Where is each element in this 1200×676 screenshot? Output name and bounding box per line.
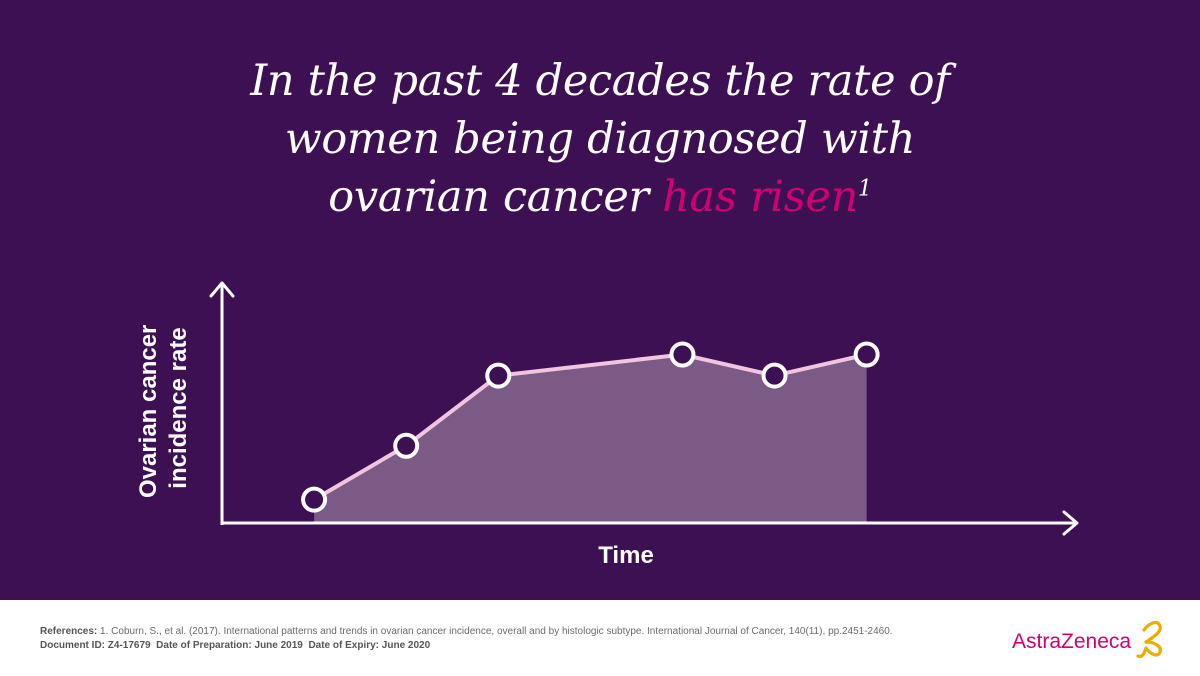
area-fill <box>314 354 867 523</box>
y-axis-arrow <box>209 281 235 298</box>
expiry-date: Date of Expiry: June 2020 <box>308 640 431 651</box>
reference-superscript: 1 <box>857 176 872 202</box>
document-info-line: Document ID: Z4-17679 Date of Preparatio… <box>40 639 893 653</box>
footer: References: 1. Coburn, S., et al. (2017)… <box>0 600 1200 676</box>
data-point-1 <box>301 486 328 513</box>
data-points <box>301 341 880 513</box>
data-point-4 <box>669 341 696 368</box>
headline-highlight: has risen <box>662 172 858 222</box>
slide-background: In the past 4 decades the rate of women … <box>0 0 1200 600</box>
astrazeneca-logo: AstraZeneca <box>1012 620 1162 659</box>
x-axis-arrow <box>1062 510 1079 536</box>
incidence-chart: Time Ovarian cancer incidence rate <box>135 281 1079 569</box>
y-axis-label-line-1: Ovarian cancer <box>135 325 162 498</box>
references-block: References: 1. Coburn, S., et al. (2017)… <box>40 625 893 653</box>
data-point-3 <box>485 362 512 389</box>
series-line <box>313 352 868 502</box>
y-axis-label-line-2: incidence rate <box>165 327 192 488</box>
references-text: 1. Coburn, S., et al. (2017). Internatio… <box>97 626 893 637</box>
references-label: References: <box>40 626 98 637</box>
headline-line-1: In the past 4 decades the rate of <box>250 56 950 106</box>
data-point-6 <box>853 341 880 368</box>
y-axis-label: Ovarian cancer incidence rate <box>135 318 192 498</box>
headline-line-3-start: ovarian cancer <box>328 172 663 222</box>
references-line: References: 1. Coburn, S., et al. (2017)… <box>40 625 893 639</box>
data-point-2 <box>393 432 420 459</box>
data-point-5 <box>761 362 788 389</box>
document-id: Document ID: Z4-17679 <box>40 640 151 651</box>
headline: In the past 4 decades the rate of women … <box>0 52 1200 226</box>
headline-line-3: ovarian cancer has risen1 <box>0 168 1200 226</box>
headline-line-2: women being diagnosed with <box>284 114 916 164</box>
x-axis-label: Time <box>598 542 654 569</box>
brand-name: AstraZeneca <box>1012 630 1131 653</box>
preparation-date: Date of Preparation: June 2019 <box>156 640 303 651</box>
astrazeneca-symbol-icon <box>1136 620 1162 659</box>
